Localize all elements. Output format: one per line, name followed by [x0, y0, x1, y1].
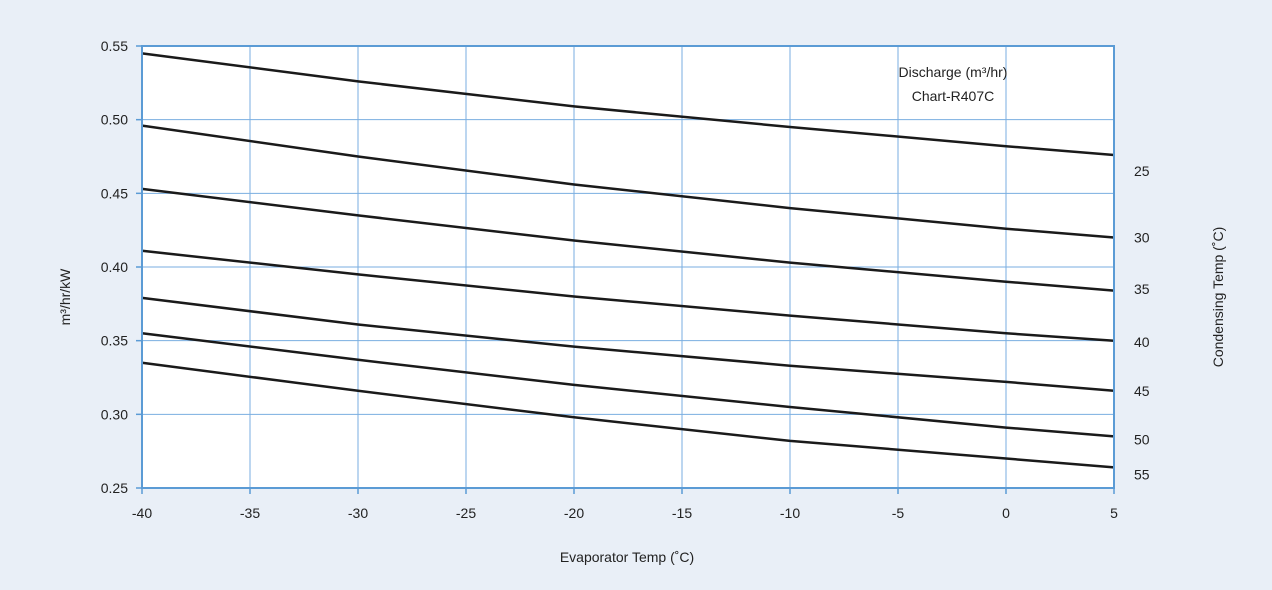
series-line-30 — [141, 124, 1115, 239]
x-tick-label: 0 — [1002, 505, 1010, 521]
series-label-25: 25 — [1134, 163, 1150, 179]
series-line-25 — [141, 52, 1115, 157]
x-tick-label: -5 — [892, 505, 905, 521]
chart-subtitle: Chart-R407C — [912, 88, 994, 104]
series-lines — [141, 52, 1115, 469]
y-tick-label: 0.50 — [101, 112, 128, 128]
x-tick-label: -20 — [564, 505, 584, 521]
x-tick-label: 5 — [1110, 505, 1118, 521]
series-label-35: 35 — [1134, 281, 1150, 297]
series-label-55: 55 — [1134, 467, 1150, 483]
x-axis-ticks: -40 -35 -30 -25 -20 -15 -10 -5 0 5 — [132, 488, 1118, 521]
x-tick-label: -40 — [132, 505, 152, 521]
x-tick-label: -10 — [780, 505, 800, 521]
y-axis-title: m³/hr/kW — [57, 268, 73, 326]
grid-lines — [142, 46, 1114, 488]
series-label-40: 40 — [1134, 334, 1150, 350]
series-line-40 — [141, 249, 1115, 342]
x-axis-title: Evaporator Temp (˚C) — [560, 549, 694, 565]
y-tick-label: 0.35 — [101, 333, 128, 349]
x-tick-label: -30 — [348, 505, 368, 521]
series-line-55 — [141, 361, 1115, 469]
right-axis-title: Condensing Temp (˚C) — [1210, 227, 1226, 368]
y-tick-label: 0.55 — [101, 38, 128, 54]
chart-title: Discharge (m³/hr) — [899, 64, 1008, 80]
x-tick-label: -15 — [672, 505, 692, 521]
y-tick-label: 0.45 — [101, 185, 128, 201]
series-label-45: 45 — [1134, 383, 1150, 399]
y-tick-label: 0.40 — [101, 259, 128, 275]
y-tick-label: 0.30 — [101, 406, 128, 422]
condensing-temp-labels: 25 30 35 40 45 50 55 — [1134, 163, 1150, 483]
x-tick-label: -35 — [240, 505, 260, 521]
x-tick-label: -25 — [456, 505, 476, 521]
series-label-50: 50 — [1134, 431, 1150, 447]
series-line-50 — [141, 332, 1115, 438]
series-label-30: 30 — [1134, 230, 1150, 246]
y-axis-ticks: 0.25 0.30 0.35 0.40 0.45 0.50 0.55 — [101, 38, 142, 496]
y-tick-label: 0.25 — [101, 480, 128, 496]
series-line-35 — [141, 187, 1115, 292]
series-line-45 — [141, 296, 1115, 393]
